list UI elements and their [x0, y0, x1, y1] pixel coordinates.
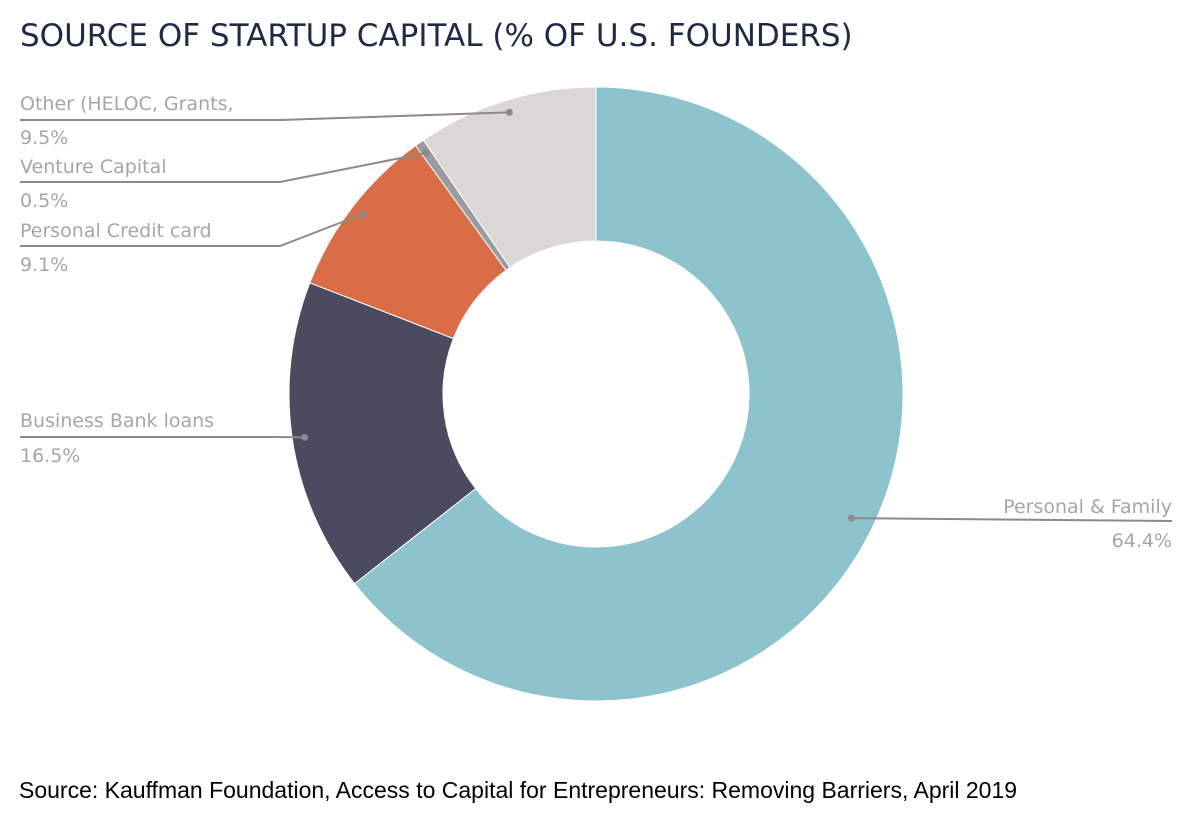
leader-line-other-heloc-grants: [20, 111, 510, 121]
slice-label-other-heloc-grants: Other (HELOC, Grants,: [20, 93, 234, 115]
slice-label-personal-family: Personal & Family: [1003, 496, 1172, 518]
slice-value-personal-credit-card: 9.1%: [20, 254, 68, 276]
leader-line-personal-credit-card: [20, 213, 363, 247]
slice-personal-family: [353, 86, 904, 702]
slice-labels-layer: Personal & Family 64.4% Business Bank loan…: [20, 93, 1172, 552]
leader-line-personal-family: [851, 517, 1173, 522]
chart-title: SOURCE OF STARTUP CAPITAL (% OF U.S. FOU…: [20, 18, 853, 54]
source-note: Source: Kauffman Foundation, Access to C…: [19, 777, 1018, 803]
slice-label-venture-capital: Venture Capital: [20, 156, 167, 178]
slice-value-personal-family: 64.4%: [1112, 530, 1172, 552]
leader-line-venture-capital: [20, 151, 427, 183]
slice-business-bank-loans: [288, 282, 477, 585]
slice-label-business-bank-loans: Business Bank loans: [20, 410, 214, 432]
slice-value-business-bank-loans: 16.5%: [20, 445, 80, 467]
leader-lines-layer: [20, 108, 1173, 522]
slice-value-other-heloc-grants: 9.5%: [20, 127, 68, 149]
slice-other-heloc-grants: [422, 86, 597, 269]
slices-layer: [288, 86, 904, 702]
slice-label-personal-credit-card: Personal Credit card: [20, 220, 212, 242]
donut-chart: Personal & Family 64.4% Business Bank loan…: [20, 86, 1173, 702]
slice-value-venture-capital: 0.5%: [20, 190, 68, 212]
